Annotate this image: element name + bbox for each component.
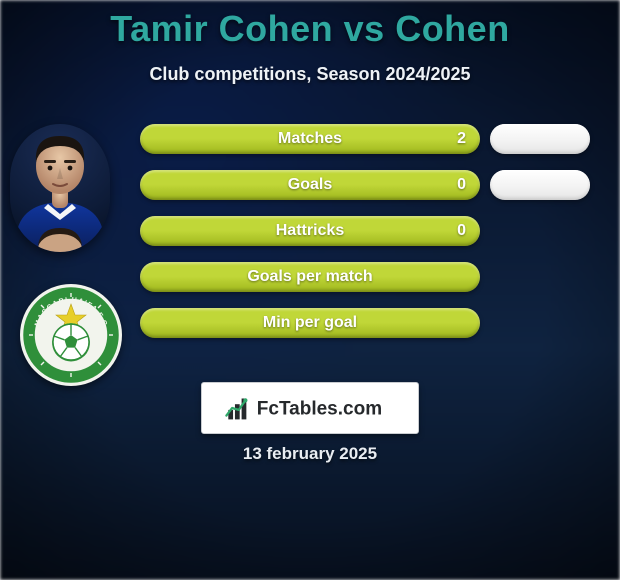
stat-pill-left: Min per goal bbox=[140, 308, 480, 338]
stat-value-left: 0 bbox=[457, 176, 466, 194]
brand-text: FcTables.com bbox=[257, 399, 382, 420]
stat-row: Min per goal bbox=[140, 308, 600, 338]
stat-row: Goals 0 bbox=[140, 170, 600, 200]
stat-pill-left: Goals 0 bbox=[140, 170, 480, 200]
stat-label: Goals bbox=[288, 176, 332, 194]
stat-row: Matches 2 bbox=[140, 124, 600, 154]
stat-label: Goals per match bbox=[247, 268, 372, 286]
stat-pill-right bbox=[490, 124, 590, 154]
page-title: Tamir Cohen vs Cohen bbox=[0, 0, 620, 50]
stats-block: Matches 2 Goals 0 Hattricks 0 Goals per match M… bbox=[140, 124, 600, 354]
club-badge-svg: MACCABI HAIFA F.C bbox=[20, 284, 122, 386]
club-badge: MACCABI HAIFA F.C bbox=[20, 284, 122, 386]
stat-row: Goals per match bbox=[140, 262, 600, 292]
brand-box[interactable]: FcTables.com bbox=[201, 382, 419, 434]
date-text: 13 february 2025 bbox=[0, 444, 620, 464]
stat-row: Hattricks 0 bbox=[140, 216, 600, 246]
player-photo bbox=[10, 124, 110, 252]
subtitle: Club competitions, Season 2024/2025 bbox=[0, 64, 620, 85]
stat-value-left: 2 bbox=[457, 130, 466, 148]
stat-pill-right bbox=[490, 170, 590, 200]
stat-value-left: 0 bbox=[457, 222, 466, 240]
stat-label: Matches bbox=[278, 130, 342, 148]
stat-label: Hattricks bbox=[276, 222, 344, 240]
stat-label: Min per goal bbox=[263, 314, 357, 332]
stat-pill-left: Hattricks 0 bbox=[140, 216, 480, 246]
stat-pill-left: Goals per match bbox=[140, 262, 480, 292]
player-photo-svg bbox=[10, 124, 110, 252]
card: Tamir Cohen vs Cohen Club competitions, … bbox=[0, 0, 620, 580]
fctables-logo: FcTables.com bbox=[215, 389, 405, 427]
stat-pill-left: Matches 2 bbox=[140, 124, 480, 154]
